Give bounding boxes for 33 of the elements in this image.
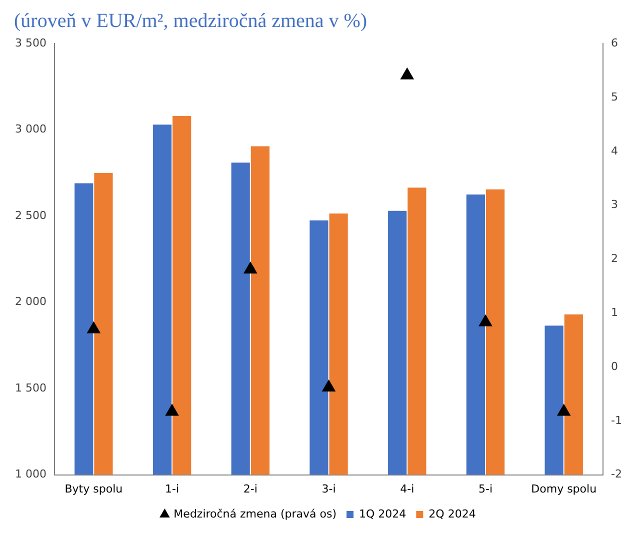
y-tick-label: 1 000: [14, 468, 46, 481]
point: [244, 262, 257, 274]
y2-tick-label: -2: [611, 468, 622, 481]
y2-tick-label: 5: [611, 90, 618, 104]
y2-tick-label: 4: [611, 144, 618, 158]
legend-label: 2Q 2024: [428, 507, 476, 520]
y2-tick-label: 3: [611, 198, 618, 212]
point: [478, 314, 492, 326]
chart-title: (úroveň v EUR/m², medziročná zmena v %): [14, 9, 368, 34]
y-tick-label: 2 000: [14, 295, 46, 308]
legend-label: 1Q 2024: [359, 507, 406, 520]
y2-tick-label: 1: [611, 306, 618, 319]
legend-label: Medziročná zmena (pravá os): [174, 507, 337, 520]
y-tick-label: 1 500: [14, 381, 46, 394]
y2-tick-label: 6: [611, 36, 618, 50]
x-tick-label: 4-i: [400, 482, 414, 496]
y-tick-label: 3 500: [14, 36, 46, 50]
x-tick-label: Byty spolu: [64, 482, 123, 496]
y-tick-label: 3 000: [14, 122, 46, 136]
point: [87, 322, 100, 334]
x-tick-label: 5-i: [478, 482, 493, 496]
x-tick-label: 2-i: [243, 482, 258, 496]
point: [557, 404, 570, 416]
point: [322, 380, 336, 392]
point: [165, 404, 179, 416]
y2-tick-label: -1: [611, 414, 622, 427]
x-tick-label: 3-i: [322, 482, 336, 496]
y-tick-label: 2 500: [14, 208, 46, 222]
point: [400, 68, 414, 80]
x-tick-label: 1-i: [165, 482, 180, 496]
x-tick-label: Domy spolu: [531, 482, 597, 496]
y2-tick-label: 2: [611, 252, 618, 266]
y2-tick-label: 0: [611, 360, 618, 373]
